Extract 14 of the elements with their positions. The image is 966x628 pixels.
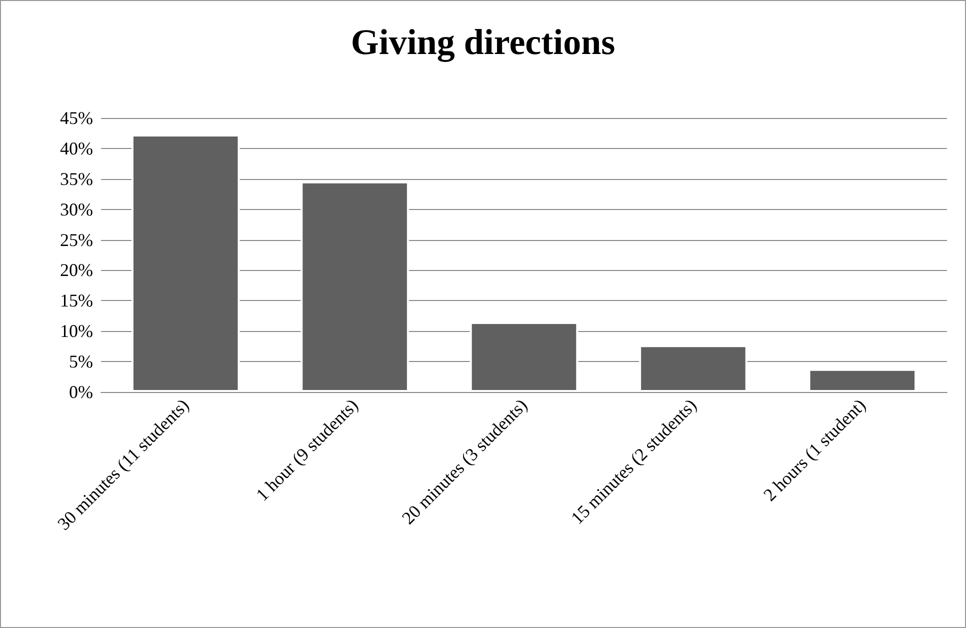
y-tick-label: 45% xyxy=(60,108,93,128)
chart-title: Giving directions xyxy=(350,22,616,62)
bar xyxy=(300,181,409,392)
y-tick-label: 5% xyxy=(69,352,93,372)
bar xyxy=(639,345,748,392)
y-tick-label: 30% xyxy=(60,199,93,220)
bar xyxy=(808,368,917,392)
y-tick-label: 40% xyxy=(60,138,93,158)
y-tick-label: 0% xyxy=(69,382,93,402)
y-tick-label: 35% xyxy=(60,168,93,189)
y-tick-label: 10% xyxy=(60,321,93,342)
y-tick-label: 25% xyxy=(60,230,93,250)
y-tick-label: 20% xyxy=(60,260,93,280)
y-tick-label: 15% xyxy=(60,290,93,311)
